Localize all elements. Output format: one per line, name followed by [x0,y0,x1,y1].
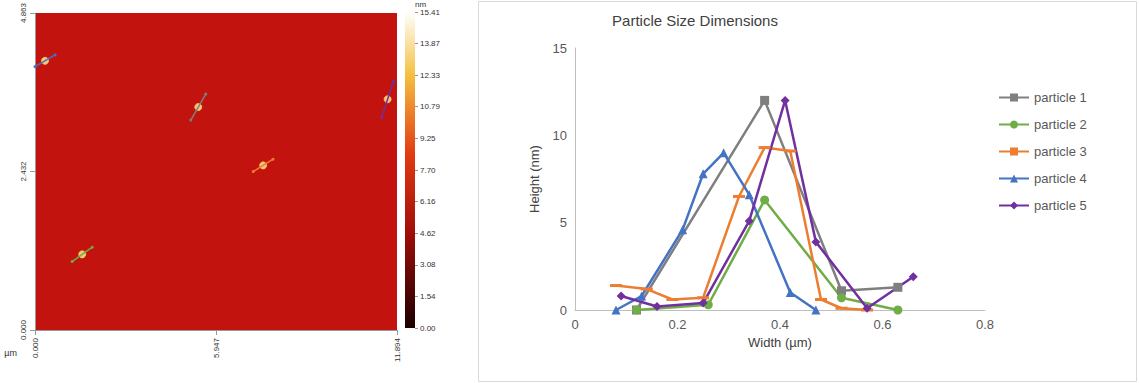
svg-text:4.863: 4.863 [19,2,28,23]
svg-text:particle 2: particle 2 [1034,117,1087,132]
svg-text:2.432: 2.432 [19,161,28,182]
svg-text:11.894: 11.894 [393,337,402,361]
svg-text:13.87: 13.87 [420,39,441,48]
svg-text:10.79: 10.79 [420,102,441,111]
svg-text:Width (µm): Width (µm) [748,335,812,350]
svg-text:0.000: 0.000 [19,319,28,340]
svg-text:0: 0 [560,303,567,318]
svg-text:10: 10 [553,128,567,143]
svg-text:12.33: 12.33 [420,71,441,80]
svg-text:particle 4: particle 4 [1034,171,1087,186]
svg-text:3.08: 3.08 [420,260,436,269]
svg-text:15: 15 [553,41,567,56]
svg-text:7.70: 7.70 [420,166,436,175]
svg-text:0.4: 0.4 [771,317,789,332]
svg-text:15.41: 15.41 [420,8,441,17]
svg-text:1.54: 1.54 [420,292,436,301]
svg-text:0.000: 0.000 [31,337,40,358]
svg-text:0.8: 0.8 [976,317,994,332]
svg-text:µm: µm [4,348,17,358]
svg-text:4.62: 4.62 [420,229,436,238]
svg-text:0.00: 0.00 [420,324,436,333]
svg-text:particle 1: particle 1 [1034,90,1087,105]
svg-text:0.6: 0.6 [873,317,891,332]
svg-text:5.947: 5.947 [212,337,221,358]
svg-text:nm: nm [415,0,427,9]
svg-text:6.16: 6.16 [420,197,436,206]
svg-text:9.25: 9.25 [420,134,436,143]
svg-text:0: 0 [571,317,578,332]
svg-text:particle 5: particle 5 [1034,198,1087,213]
svg-text:5: 5 [560,215,567,230]
svg-text:Height (nm): Height (nm) [527,145,542,213]
svg-text:Particle Size Dimensions: Particle Size Dimensions [612,12,778,29]
svg-text:0.2: 0.2 [668,317,686,332]
svg-text:particle 3: particle 3 [1034,144,1087,159]
